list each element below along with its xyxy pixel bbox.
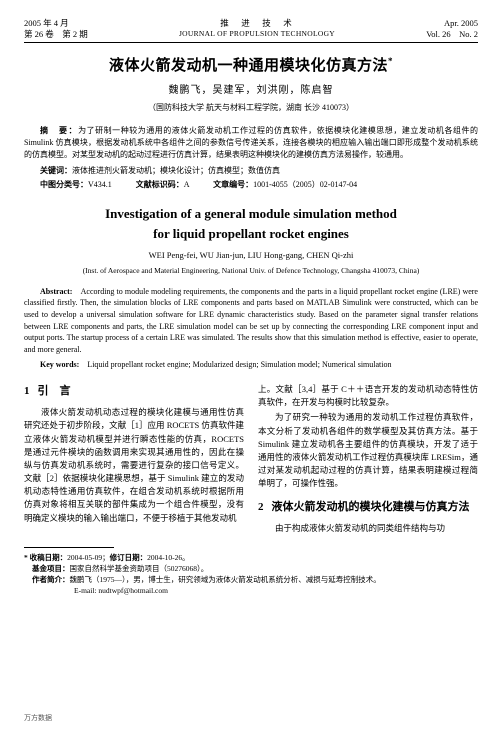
header-rule xyxy=(24,42,478,43)
journal-name-en: JOURNAL OF PROPULSION TECHNOLOGY xyxy=(179,29,335,39)
journal-name-cn: 推 进 技 术 xyxy=(179,18,335,29)
footnote-fund: 基金项目：国家自然科学基金资助项目（50276068）。 xyxy=(24,563,478,574)
volume-issue-en: Vol. 26 No. 2 xyxy=(426,29,478,40)
abstract-en-label: Abstract: xyxy=(40,287,72,296)
affiliation-en: (Inst. of Aerospace and Material Enginee… xyxy=(24,266,478,276)
keywords-cn-text: 液体推进剂火箭发动机；模块化设计；仿真模型；数值仿真 xyxy=(72,166,280,175)
author-bio-text: 魏鹏飞（1975—），男，博士生，研究领域为液体火箭发动机系统分析、减损与延寿控… xyxy=(70,575,381,584)
footnote-received: * 收稿日期：2004-05-09；修订日期：2004-10-26。 xyxy=(24,552,478,563)
title-superscript: * xyxy=(388,56,393,66)
article-id-label: 文章编号： xyxy=(213,180,253,189)
classification-line: 中图分类号：V434.1 文献标识码：A 文章编号：1001-4055（2005… xyxy=(24,180,478,191)
page-footer: 万方数据 xyxy=(24,714,52,723)
article-title-cn: 液体火箭发动机一种通用模块化仿真方法* xyxy=(24,55,478,76)
issue-date-en: Apr. 2005 xyxy=(426,18,478,29)
header-center: 推 进 技 术 JOURNAL OF PROPULSION TECHNOLOGY xyxy=(179,18,335,41)
footnotes: * 收稿日期：2004-05-09；修订日期：2004-10-26。 基金项目：… xyxy=(24,552,478,597)
journal-header: 2005 年 4 月 第 26 卷 第 2 期 推 进 技 术 JOURNAL … xyxy=(24,18,478,41)
article-id-value: 1001-4055（2005）02-0147-04 xyxy=(253,180,357,189)
author-email: E-mail: nudtwpf@hotmail.com xyxy=(74,586,168,595)
keywords-cn-label: 关键词： xyxy=(40,166,72,175)
column-left: 1 引 言 液体火箭发动机动态过程的模块化建模与通用性仿真研究还处于初步阶段，文献… xyxy=(24,383,244,537)
abstract-cn-label: 摘 要： xyxy=(40,126,78,135)
section-1-num: 1 xyxy=(24,385,30,397)
volume-issue-cn: 第 26 卷 第 2 期 xyxy=(24,29,88,40)
footnote-author: 作者简介：魏鹏飞（1975—），男，博士生，研究领域为液体火箭发动机系统分析、减… xyxy=(24,574,478,585)
fund-text: 国家自然科学基金资助项目（50276068）。 xyxy=(70,564,209,573)
article-title-en-line1: Investigation of a general module simula… xyxy=(24,205,478,223)
section-2-title: 液体火箭发动机的模块化建模与仿真方法 xyxy=(272,501,470,513)
article-title-en-line2: for liquid propellant rocket engines xyxy=(24,225,478,243)
authors-cn: 魏鹏飞，吴建军，刘洪刚，陈启智 xyxy=(24,84,478,98)
issue-date-cn: 2005 年 4 月 xyxy=(24,18,88,29)
section-1-para-1: 液体火箭发动机动态过程的模块化建模与通用性仿真研究还处于初步阶段，文献［1］应用… xyxy=(24,406,244,525)
received-label: * 收稿日期： xyxy=(24,553,67,562)
section-1-title: 引 言 xyxy=(38,385,71,397)
clc-label: 中图分类号： xyxy=(40,180,88,189)
keywords-cn: 关键词：液体推进剂火箭发动机；模块化设计；仿真模型；数值仿真 xyxy=(24,166,478,177)
col2-para-0: 上。文献［3,4］基于 C＋＋语言开发的发动机动态特性仿真软件，在开发与构模时比… xyxy=(258,383,478,409)
section-2-heading: 2 液体火箭发动机的模块化建模与仿真方法 xyxy=(258,499,478,516)
abstract-en: Abstract: According to module modeling r… xyxy=(24,286,478,356)
keywords-en: Key words: Liquid propellant rocket engi… xyxy=(24,360,478,371)
received-date: 2004-05-09； xyxy=(67,553,110,562)
abstract-en-text: According to module modeling requirement… xyxy=(24,287,478,354)
doc-code-value: A xyxy=(184,180,189,189)
footnote-rule xyxy=(24,547,114,548)
header-right: Apr. 2005 Vol. 26 No. 2 xyxy=(426,18,478,41)
revised-label: 修订日期： xyxy=(110,553,148,562)
col2-para-1: 为了研究一种较为通用的发动机工作过程仿真软件，本文分析了发动机各组件的数学模型及… xyxy=(258,411,478,490)
body-columns: 1 引 言 液体火箭发动机动态过程的模块化建模与通用性仿真研究还处于初步阶段，文献… xyxy=(24,383,478,537)
abstract-cn: 摘 要：为了研制一种较为通用的液体火箭发动机工作过程的仿真软件，依据模块化建模思… xyxy=(24,125,478,161)
author-bio-label: 作者简介： xyxy=(32,575,70,584)
authors-en: WEI Peng-fei, WU Jian-jun, LIU Hong-gang… xyxy=(24,250,478,261)
keywords-en-label: Key words: xyxy=(40,360,79,369)
footnote-email: E-mail: nudtwpf@hotmail.com xyxy=(24,585,478,596)
keywords-en-text: Liquid propellant rocket engine; Modular… xyxy=(79,360,391,369)
affiliation-cn: （国防科技大学 航天与材料工程学院，湖南 长沙 410073） xyxy=(24,103,478,114)
revised-date: 2004-10-26。 xyxy=(147,553,190,562)
doc-code-label: 文献标识码： xyxy=(136,180,184,189)
section-1-heading: 1 引 言 xyxy=(24,383,244,400)
clc-value: V434.1 xyxy=(88,180,112,189)
fund-label: 基金项目： xyxy=(32,564,70,573)
section-2-para-1: 由于构成液体火箭发动机的同类组件结构与功 xyxy=(258,522,478,535)
section-2-num: 2 xyxy=(258,501,264,513)
title-cn-text: 液体火箭发动机一种通用模块化仿真方法 xyxy=(109,58,388,74)
abstract-cn-text: 为了研制一种较为通用的液体火箭发动机工作过程的仿真软件，依据模块化建模思想，建立… xyxy=(24,126,478,159)
header-left: 2005 年 4 月 第 26 卷 第 2 期 xyxy=(24,18,88,41)
column-right: 上。文献［3,4］基于 C＋＋语言开发的发动机动态特性仿真软件，在开发与构模时比… xyxy=(258,383,478,537)
